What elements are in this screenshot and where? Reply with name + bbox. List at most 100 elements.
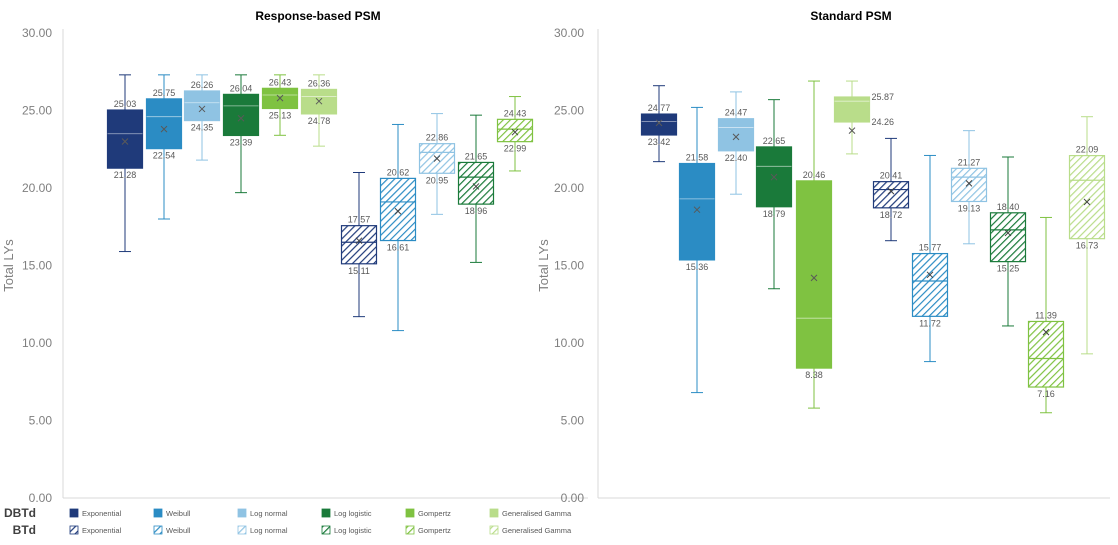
- y-tick-label: 5.00: [29, 414, 53, 428]
- box-iqr: [222, 93, 260, 137]
- box-btd-exponential: 17.57 15.11: [340, 172, 378, 318]
- box-dbtd-exponential: 25.03 21.28: [106, 74, 144, 253]
- data-label-upper: 25.03: [114, 99, 137, 109]
- box-dbtd-log-normal: 24.47 22.40: [717, 91, 755, 195]
- legend-entry: Exponential: [82, 526, 122, 535]
- data-label-lower: 15.25: [997, 264, 1020, 274]
- box-dbtd-log-normal: 26.26 24.35: [183, 74, 221, 161]
- box-iqr: [1068, 155, 1106, 240]
- data-label-lower: 7.16: [1037, 389, 1055, 399]
- chart-panel-2: Standard PSM 0.00 5.00 10.00 15.00 20.00 25.00…: [536, 9, 1110, 505]
- box-iqr: [640, 113, 678, 136]
- box-iqr: [950, 167, 988, 203]
- y-tick-label: 15.00: [22, 259, 52, 273]
- legend-swatch: [489, 508, 499, 518]
- data-label-upper: 25.75: [153, 88, 176, 98]
- data-label-upper: 21.27: [958, 157, 981, 167]
- data-label-upper: 15.77: [919, 243, 942, 253]
- data-label-upper: 17.57: [348, 215, 371, 225]
- legend-entry: Log normal: [250, 509, 288, 518]
- legend-swatch: [69, 525, 79, 535]
- box-btd-gompertz: 11.39 7.16: [1027, 216, 1065, 414]
- mean-marker: [732, 133, 740, 141]
- y-axis-label: Total LYs: [536, 239, 551, 292]
- data-label-lower: 24.78: [308, 116, 331, 126]
- mean-marker: [926, 271, 934, 279]
- legend-swatch: [153, 525, 163, 535]
- mean-marker: [848, 127, 856, 135]
- box-iqr: [496, 118, 534, 143]
- box-iqr: [379, 177, 417, 242]
- mean-marker: [1083, 198, 1091, 206]
- box-iqr: [795, 180, 833, 369]
- y-tick-label: 10.00: [22, 336, 52, 350]
- box-iqr: [457, 161, 495, 205]
- mean-marker: [237, 114, 245, 122]
- box-dbtd-log-logistic: 26.04 23.39: [222, 74, 260, 194]
- data-label-lower: 11.72: [919, 318, 941, 328]
- data-label-upper: 11.39: [1035, 310, 1057, 320]
- mean-marker: [887, 187, 895, 195]
- y-tick-label: 0.00: [561, 491, 585, 505]
- data-label-upper: 26.04: [230, 83, 253, 93]
- data-label-lower: 19.13: [958, 203, 981, 213]
- mean-marker: [121, 138, 129, 145]
- legend-swatch: [69, 508, 79, 518]
- box-btd-weibull: 15.77 11.72: [911, 154, 949, 363]
- y-tick-label: 25.00: [554, 104, 584, 118]
- mean-marker: [1004, 229, 1012, 237]
- chart-title: Standard PSM: [810, 9, 891, 23]
- box-iqr: [872, 181, 910, 209]
- box-iqr: [717, 118, 755, 152]
- box-iqr: [183, 90, 221, 122]
- mean-marker: [394, 207, 402, 215]
- legend-swatch: [405, 508, 415, 518]
- y-tick-label: 25.00: [22, 104, 52, 118]
- box-dbtd-weibull: 25.75 22.54: [145, 74, 183, 220]
- data-label-lower: 22.54: [153, 151, 176, 161]
- box-btd-log-logistic: 21.65 18.96: [457, 114, 495, 263]
- data-label-lower: 24.26: [872, 117, 895, 127]
- y-axis-label: Total LYs: [1, 239, 16, 292]
- chart-title: Response-based PSM: [255, 9, 380, 23]
- box-btd-weibull: 20.62 16.61: [379, 123, 417, 332]
- legend-swatch: [489, 525, 499, 535]
- mean-marker: [511, 128, 519, 136]
- y-tick-label: 0.00: [29, 491, 53, 505]
- box-btd-log-logistic: 18.40 15.25: [989, 156, 1027, 327]
- data-label-lower: 18.79: [763, 209, 786, 219]
- data-label-lower: 15.11: [348, 266, 370, 276]
- data-label-lower: 22.40: [725, 153, 748, 163]
- box-dbtd-exponential: 24.77 23.42: [640, 85, 678, 163]
- legend-entry: Weibull: [166, 509, 191, 518]
- data-label-upper: 26.43: [269, 77, 292, 87]
- data-label-upper: 22.09: [1076, 145, 1099, 155]
- legend-entry: Generalised Gamma: [502, 526, 572, 535]
- legend-swatch: [237, 525, 247, 535]
- y-tick-label: 20.00: [554, 181, 584, 195]
- mean-marker: [472, 183, 480, 190]
- mean-marker: [276, 94, 284, 102]
- mean-marker: [433, 155, 441, 162]
- data-label-upper: 26.36: [308, 78, 331, 88]
- box-btd-exponential: 20.41 18.72: [872, 137, 910, 242]
- mean-marker: [355, 237, 363, 245]
- box-iqr: [678, 162, 716, 261]
- box-iqr: [145, 98, 183, 150]
- legend-entry: Gompertz: [418, 526, 451, 535]
- box-iqr: [340, 225, 378, 265]
- data-label-upper: 22.86: [426, 133, 449, 143]
- legend-entry: Exponential: [82, 509, 122, 518]
- legend-entry: Gompertz: [418, 509, 451, 518]
- mean-marker: [315, 97, 323, 105]
- data-label-lower: 21.28: [114, 170, 137, 180]
- data-label-lower: 20.95: [426, 175, 449, 185]
- data-label-lower: 15.36: [686, 262, 709, 272]
- mean-marker: [693, 206, 701, 214]
- data-label-upper: 18.40: [997, 202, 1020, 212]
- legend-row-label: DBTd: [4, 506, 36, 520]
- data-label-upper: 25.87: [872, 92, 895, 102]
- data-label-lower: 16.73: [1076, 241, 1099, 251]
